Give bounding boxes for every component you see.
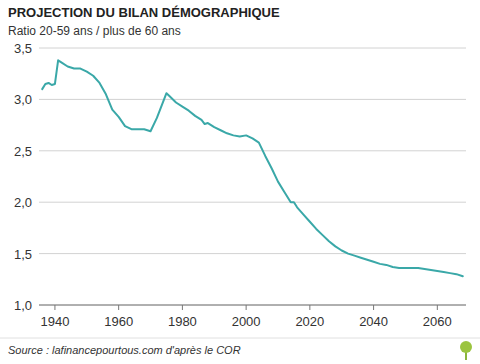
y-tick-label: 3,0 [14,92,32,107]
x-tick [437,305,438,310]
y-tick-label: 3,5 [14,41,32,56]
logo-crown [460,341,472,353]
grid-line [39,150,466,151]
x-tick [309,305,310,310]
x-tick [118,305,119,310]
separator [0,338,480,339]
x-tick [54,305,55,310]
y-tick-label: 2,0 [14,195,32,210]
x-tick-label: 1940 [40,314,69,329]
grid-line [39,99,466,100]
source: Source : lafinancepourtous.com d'après l… [8,344,241,356]
x-tick [246,305,247,310]
logo [460,341,472,360]
grid-line [39,253,466,254]
x-tick-label: 2000 [232,314,261,329]
x-tick-label: 2040 [359,314,388,329]
x-tick-label: 1960 [104,314,133,329]
grid-line [39,202,466,203]
line [42,60,463,276]
chart: PROJECTION DU BILAN DÉMOGRAPHIQUE Ratio 2… [0,0,480,364]
subtitle: Ratio 20-59 ans / plus de 60 ans [8,24,181,38]
y-tick-label: 2,5 [14,144,32,159]
grid-line [39,48,466,49]
x-tick-label: 2060 [423,314,452,329]
x-tick-label: 1980 [168,314,197,329]
title: PROJECTION DU BILAN DÉMOGRAPHIQUE [8,5,280,20]
x-tick [182,305,183,310]
x-tick [373,305,374,310]
x-tick-label: 2020 [295,314,324,329]
grid-line [39,305,466,306]
y-tick-label: 1,5 [14,247,32,262]
y-tick-label: 1,0 [14,298,32,313]
x-axis [39,305,466,306]
plot-area [42,60,463,276]
